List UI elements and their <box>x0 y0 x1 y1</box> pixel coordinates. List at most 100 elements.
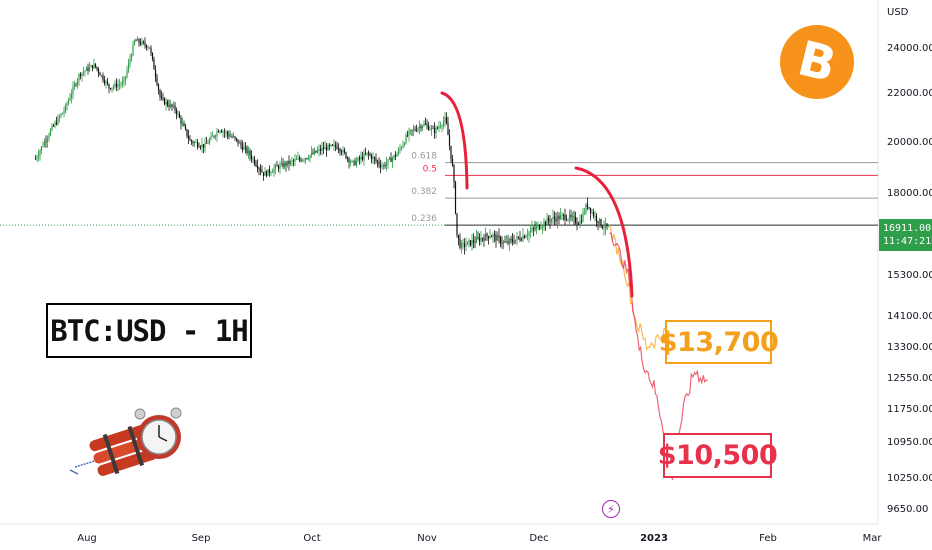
candle-body <box>361 156 364 160</box>
candle-body <box>109 88 112 90</box>
candle-body <box>282 162 284 167</box>
candle-body <box>252 158 254 160</box>
candle-body <box>349 162 352 163</box>
candle-body <box>510 239 512 240</box>
candle-body <box>214 135 217 137</box>
candle-body <box>492 234 494 237</box>
candle-body <box>237 139 239 144</box>
lightning-icon[interactable]: ⚡ <box>602 500 620 518</box>
candle-body <box>144 42 146 46</box>
candle-body <box>178 113 181 118</box>
candle-body <box>247 150 250 154</box>
candle-body <box>199 147 202 148</box>
price-axis[interactable]: USD 24000.00 22000.00 20000.00 18000.00 1530… <box>887 7 932 515</box>
candle-body <box>588 207 590 208</box>
candle-body <box>486 233 488 237</box>
candle-body <box>516 236 518 240</box>
candle-body <box>286 160 289 166</box>
candle-body <box>138 39 140 43</box>
candle-body <box>316 150 319 153</box>
candle-body <box>576 222 578 224</box>
candle-body <box>91 65 94 69</box>
candle-body <box>66 104 68 106</box>
candle-body <box>526 235 529 237</box>
candle-body <box>276 165 278 167</box>
candle-body <box>528 232 530 236</box>
candle-body <box>463 242 466 247</box>
candle-body <box>117 84 119 88</box>
candle-body <box>271 172 274 173</box>
candle-body <box>54 122 56 126</box>
drop-arc-november <box>440 91 469 190</box>
candle-body <box>114 83 116 87</box>
candle-body <box>145 45 148 48</box>
candle-body <box>607 225 610 227</box>
candle-body <box>190 140 193 142</box>
candle-body <box>270 172 272 174</box>
candle-body <box>40 146 43 151</box>
candle-body <box>487 236 490 239</box>
candle-body <box>222 131 224 133</box>
x-tick-label: Sep <box>192 533 211 544</box>
candle-body <box>325 147 328 151</box>
y-tick-label: 10250.00 <box>887 473 932 484</box>
target-label-10500: $10,500 <box>658 433 778 478</box>
candle-body <box>243 147 245 150</box>
candle-body <box>490 236 493 238</box>
candle-body <box>573 216 575 218</box>
candle-body <box>208 139 211 144</box>
candle-body <box>166 101 169 106</box>
candle-body <box>225 132 227 133</box>
candle-body <box>129 59 131 64</box>
candle-body <box>438 126 440 129</box>
candle-body <box>165 101 167 105</box>
candle-body <box>204 142 206 148</box>
candle-body <box>94 63 97 67</box>
candle-body <box>171 104 173 107</box>
candle-body <box>370 155 373 160</box>
candle-body <box>193 142 196 144</box>
candle-body <box>78 74 80 81</box>
candle-body <box>406 135 409 137</box>
candle-body <box>342 149 344 153</box>
candle-body <box>582 212 584 222</box>
candle-body <box>210 136 212 140</box>
candle-body <box>483 238 485 241</box>
candle-body <box>453 165 455 183</box>
candle-body <box>315 150 317 153</box>
candle-body <box>547 218 550 221</box>
candle-body <box>228 134 230 137</box>
candle-body <box>405 135 407 144</box>
candle-body <box>562 214 565 216</box>
candle-body <box>37 155 40 158</box>
y-tick-label: 12550.00 <box>887 373 932 384</box>
candle-body <box>192 141 194 144</box>
candle-body <box>85 67 88 71</box>
candle-body <box>441 125 443 127</box>
candle-body <box>196 142 199 147</box>
drop-arc-december <box>574 166 634 298</box>
candle-body <box>402 144 404 148</box>
candle-body <box>475 237 478 243</box>
candle-body <box>378 161 380 165</box>
candle-body <box>319 149 322 151</box>
candle-body <box>231 136 233 138</box>
candle-body <box>213 135 215 137</box>
candle-body <box>238 142 241 144</box>
candle-body <box>220 131 223 133</box>
candle-body <box>258 168 260 169</box>
candle-body <box>267 169 269 176</box>
candle-body <box>261 171 263 173</box>
candle-body <box>235 138 238 140</box>
candle-body <box>412 129 415 131</box>
time-axis[interactable]: Aug Sep Oct Nov Dec 2023 Feb Mar <box>77 533 882 544</box>
y-tick-label: 15300.00 <box>887 270 932 281</box>
candle-body <box>472 240 475 243</box>
candle-body <box>489 236 491 239</box>
candle-body <box>118 84 121 86</box>
candle-body <box>96 66 98 70</box>
candle-body <box>535 226 538 229</box>
candle-body <box>246 147 248 154</box>
candle-body <box>126 70 128 77</box>
candle-body <box>348 158 350 163</box>
